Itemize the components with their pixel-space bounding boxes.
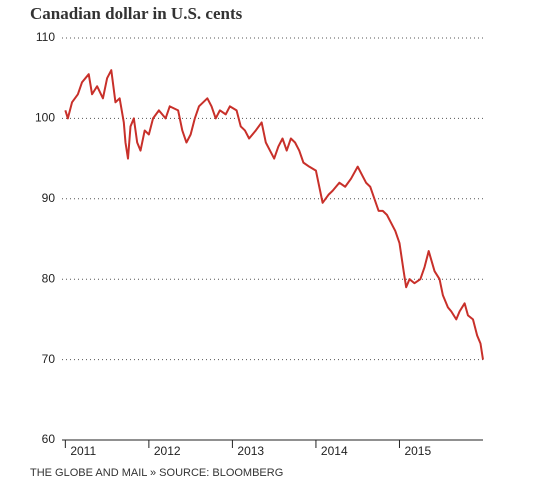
chart-title: Canadian dollar in U.S. cents (30, 4, 243, 23)
x-tick-label: 2015 (404, 444, 431, 458)
y-tick-label: 110 (36, 30, 55, 44)
y-tick-label: 60 (42, 432, 56, 446)
y-tick-label: 70 (42, 352, 56, 366)
x-tick-label: 2012 (154, 444, 181, 458)
x-tick-label: 2011 (70, 444, 96, 458)
x-tick-label: 2013 (237, 444, 264, 458)
source: THE GLOBE AND MAIL » SOURCE: BLOOMBERG (30, 467, 283, 479)
y-tick-label: 90 (42, 191, 56, 205)
y-tick-label: 100 (35, 111, 55, 125)
y-tick-label: 80 (42, 271, 56, 285)
line (64, 69, 484, 360)
x-tick-label: 2014 (321, 444, 348, 458)
